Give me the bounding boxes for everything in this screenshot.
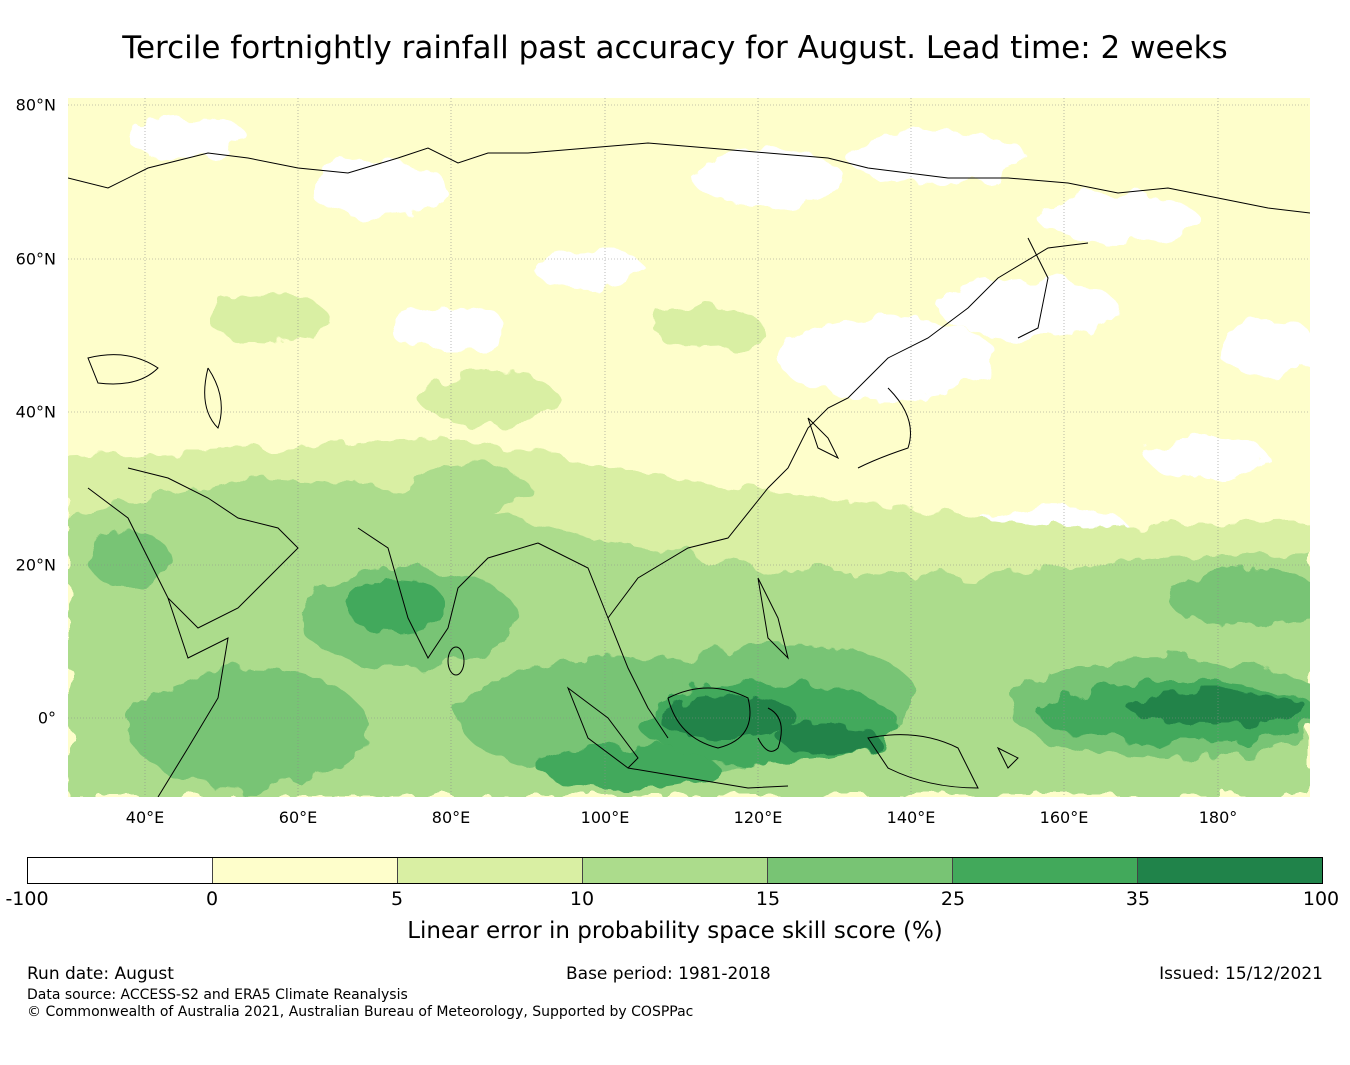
colorbar-tick: 10 <box>569 888 595 910</box>
colorbar-tick: 5 <box>390 888 404 910</box>
base-period: Base period: 1981-2018 <box>566 964 771 984</box>
lon-label-80e: 80°E <box>431 808 471 827</box>
colorbar-segment-15-25 <box>768 858 953 883</box>
data-source: Data source: ACCESS-S2 and ERA5 Climate … <box>27 987 408 1003</box>
lon-label-120e: 120°E <box>733 808 783 827</box>
lon-label-60e: 60°E <box>278 808 318 827</box>
lon-label-100e: 100°E <box>580 808 630 827</box>
colorbar <box>27 857 1323 884</box>
skill-field <box>68 98 1310 797</box>
lon-label-160e: 160°E <box>1039 808 1089 827</box>
issued-date: Issued: 15/12/2021 <box>1159 964 1323 984</box>
skill-map <box>68 98 1310 797</box>
lat-label-0: 0° <box>37 708 56 728</box>
colorbar-segment-0-5 <box>213 858 398 883</box>
colorbar-tick: 15 <box>755 888 781 910</box>
colorbar-segment-10-15 <box>583 858 768 883</box>
colorbar-tick: 25 <box>940 888 966 910</box>
colorbar-tick: -100 <box>5 888 49 910</box>
chart-title: Tercile fortnightly rainfall past accura… <box>122 30 1228 66</box>
lon-label-140e: 140°E <box>886 808 936 827</box>
skill-band-10-15 <box>68 463 1310 797</box>
run-date: Run date: August <box>27 964 174 984</box>
colorbar-tick: 0 <box>205 888 219 910</box>
colorbar-segment-35-100 <box>1138 858 1322 883</box>
colorbar-label: Linear error in probability space skill … <box>407 918 943 944</box>
copyright: © Commonwealth of Australia 2021, Austra… <box>27 1004 694 1020</box>
lat-label-20n: 20°N <box>15 555 56 575</box>
colorbar-segment-25-35 <box>953 858 1138 883</box>
colorbar-tick: 35 <box>1125 888 1151 910</box>
colorbar-segment-neg100-0 <box>28 858 213 883</box>
map-gridlines <box>68 98 1310 797</box>
colorbar-segment-5-10 <box>398 858 583 883</box>
coastlines <box>68 142 1310 797</box>
lat-label-60n: 60°N <box>15 249 56 269</box>
lat-label-80n: 80°N <box>15 95 56 115</box>
lon-label-40e: 40°E <box>125 808 165 827</box>
lon-label-180: 180° <box>1198 808 1238 827</box>
lat-label-40n: 40°N <box>15 402 56 422</box>
colorbar-tick: 100 <box>1302 888 1340 910</box>
